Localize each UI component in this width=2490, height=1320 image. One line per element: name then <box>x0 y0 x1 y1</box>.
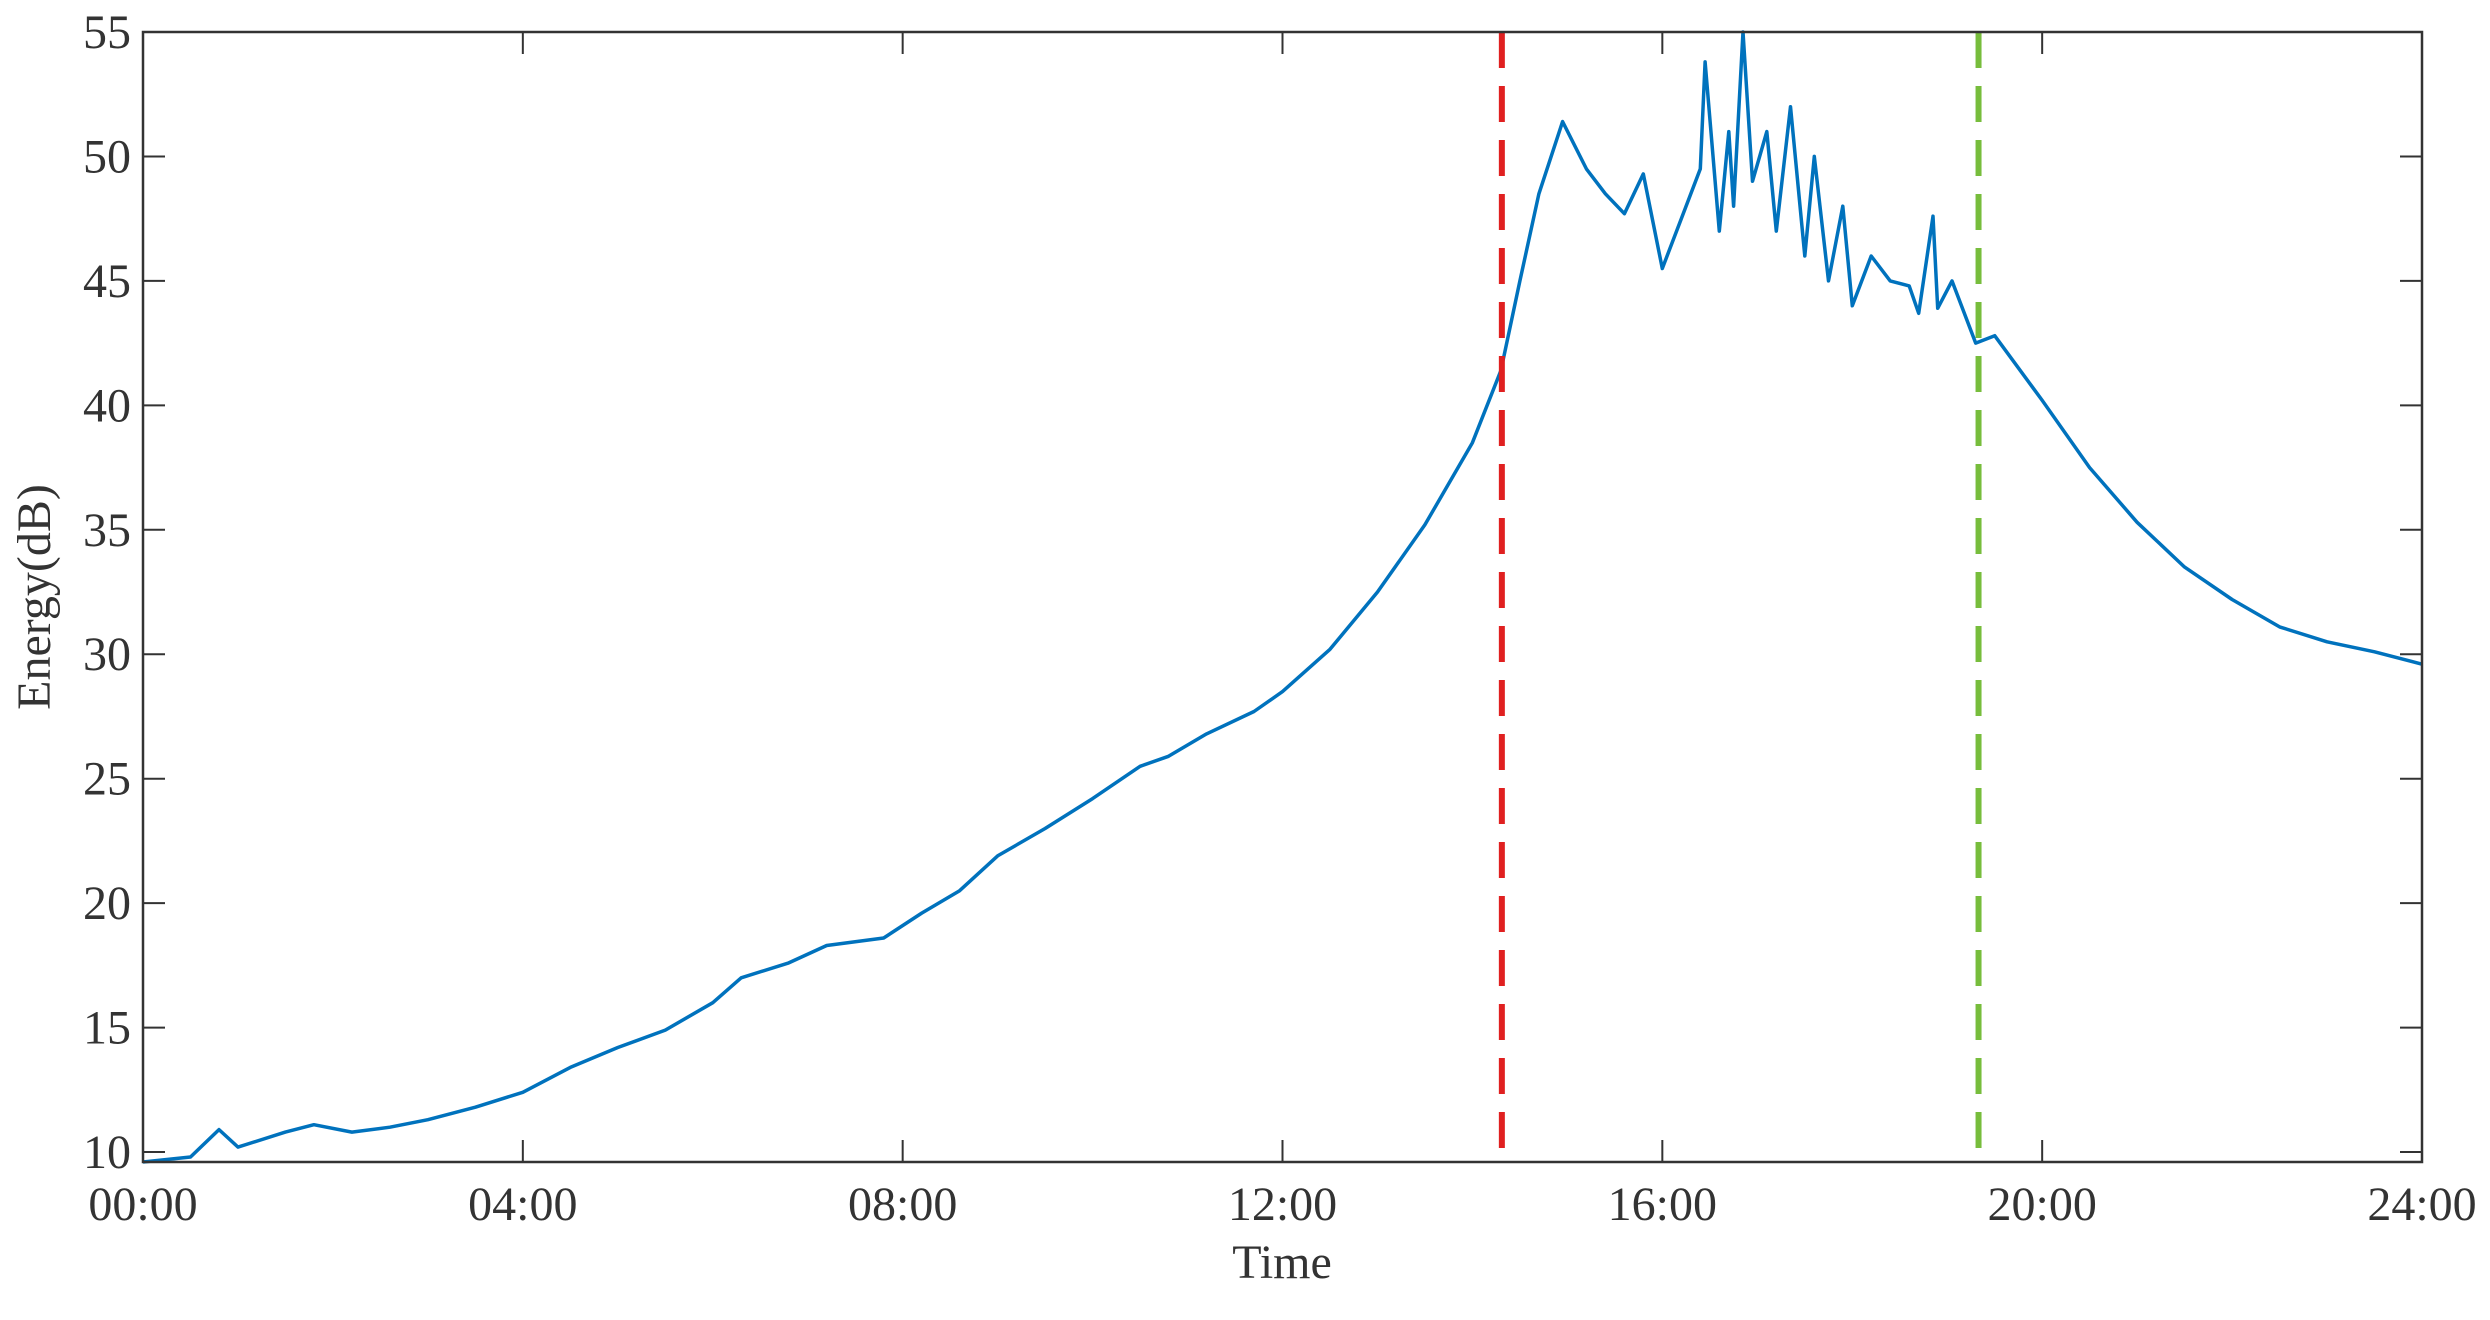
x-tick-label: 08:00 <box>848 1178 957 1231</box>
x-tick-label: 16:00 <box>1608 1178 1717 1231</box>
x-tick-label: 12:00 <box>1228 1178 1337 1231</box>
x-tick-label: 20:00 <box>1987 1178 2096 1231</box>
data-line <box>142 30 2423 1164</box>
y-axis-label: Energy(dB) <box>8 484 61 710</box>
y-tick-label: 30 <box>83 628 131 681</box>
y-tick-label: 35 <box>83 504 131 557</box>
y-tick-label: 10 <box>83 1126 131 1179</box>
y-tick-label: 45 <box>83 255 131 308</box>
y-tick-label: 25 <box>83 753 131 806</box>
plot-frame <box>141 30 2424 1164</box>
x-axis-label: Time <box>1232 1236 1332 1289</box>
x-tick-label: 04:00 <box>468 1178 577 1231</box>
x-tick-label: 24:00 <box>2367 1178 2476 1231</box>
y-tick-label: 15 <box>83 1002 131 1055</box>
y-tick-label: 55 <box>83 6 131 59</box>
y-tick-label: 50 <box>83 130 131 183</box>
x-tick-label: 00:00 <box>88 1178 197 1231</box>
y-tick-label: 20 <box>83 877 131 930</box>
y-tick-label: 40 <box>83 379 131 432</box>
